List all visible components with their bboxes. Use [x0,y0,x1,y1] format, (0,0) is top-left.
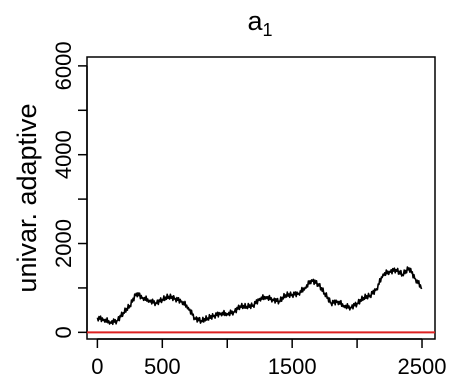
x-axis: 0 500 1500 2500 [91,338,447,379]
y-axis: 0 2000 4000 6000 [51,41,88,338]
x-tick-label: 1500 [268,354,317,379]
x-tick-label: 0 [91,354,103,379]
x-tick-label: 2500 [398,354,447,379]
chart-title-subscript: 1 [263,20,273,40]
y-tick-label: 6000 [51,41,76,90]
x-tick-label: 500 [144,354,181,379]
series-layer [87,266,435,334]
trace-line [96,266,423,326]
y-tick-label: 4000 [51,130,76,179]
chart-title: a1 [247,6,272,40]
y-axis-title: univar. adaptive [12,103,42,292]
y-tick-label: 0 [51,326,76,338]
y-tick-label: 2000 [51,219,76,268]
chart-title-base: a [247,6,263,36]
